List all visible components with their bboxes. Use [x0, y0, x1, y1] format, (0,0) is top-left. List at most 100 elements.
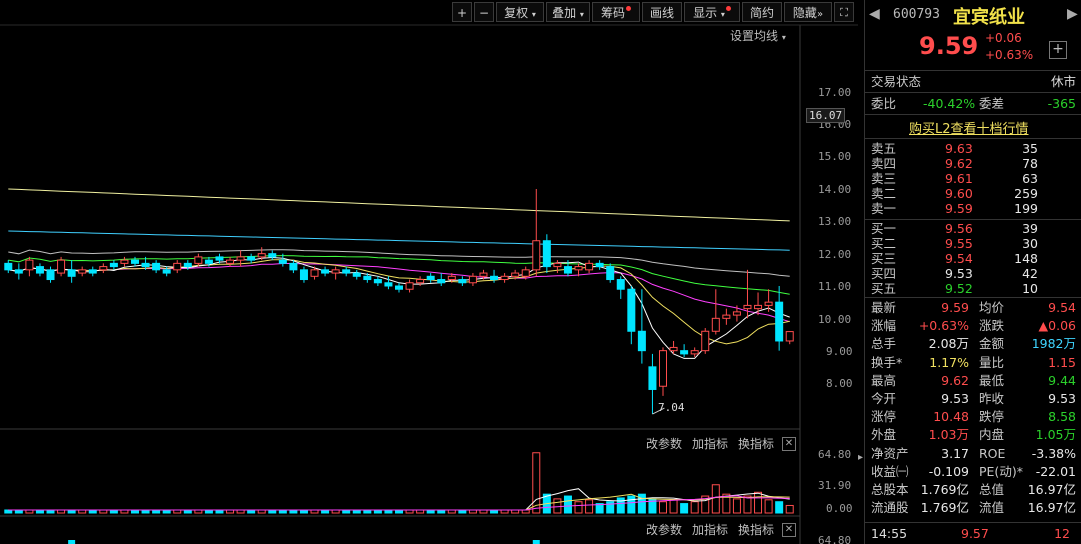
stat-label: 最高	[871, 372, 897, 388]
panel-collapse-handle[interactable]: ▸	[858, 452, 864, 463]
volume-bar-down	[775, 501, 784, 514]
candle-down	[131, 259, 139, 264]
candle-down	[542, 240, 551, 268]
order-price: 9.54	[945, 251, 973, 266]
order-volume: 39	[1022, 221, 1038, 236]
candle-down	[437, 279, 446, 284]
stat-label: 总股本	[871, 482, 909, 497]
fullscreen-icon[interactable]: ⛶	[834, 2, 854, 22]
stats-row: 换手* 1.17% 量比 1.15	[865, 354, 1081, 372]
divider	[865, 138, 1081, 139]
stats-row: 净资产 3.17 ROE -3.38%	[865, 445, 1081, 463]
tick-volume: 12	[1054, 526, 1070, 541]
stats-row: 涨幅 +0.63% 涨跌 ▲0.06	[865, 317, 1081, 335]
jianyue-button[interactable]: 简约	[742, 2, 782, 22]
stat-value: 2.08万	[928, 336, 969, 352]
sub2-switch-indicator-button[interactable]: 换指标	[738, 523, 775, 537]
buy-order-row: 买二 9.55 30	[865, 236, 1081, 251]
stat-value: 3.17	[941, 445, 969, 461]
volume-bar-up	[722, 493, 731, 514]
stat-label: 昨收	[979, 391, 1005, 406]
sub2-add-indicator-button[interactable]: 加指标	[692, 523, 729, 537]
candle-up	[585, 262, 594, 271]
candle-up	[659, 350, 667, 387]
weibi-row: 委比 -40.42% 委差 -365	[865, 95, 1081, 113]
stat-value: 9.53	[1048, 391, 1076, 406]
order-level-label: 买一	[871, 221, 897, 236]
caret-down-icon: ▾	[720, 10, 725, 19]
volume-bar-down	[680, 503, 689, 514]
fuquan-label: 复权	[504, 6, 529, 20]
sell-order-row: 卖二 9.60 259	[865, 186, 1081, 201]
trade-status-value: 休市	[1050, 74, 1076, 89]
stat-value: 10.48	[933, 409, 969, 425]
candle-down	[627, 288, 636, 332]
volume-bar-up	[701, 495, 710, 514]
add-watchlist-icon[interactable]: +	[1049, 41, 1067, 59]
stat-value: 1.769亿	[920, 500, 969, 516]
sub2-close-icon[interactable]: ✕	[782, 523, 796, 537]
zoom-out-button[interactable]: −	[474, 2, 494, 22]
huaxian-button[interactable]: 画线	[642, 2, 682, 22]
chouma-button[interactable]: 筹码	[592, 2, 640, 22]
order-level-label: 卖一	[871, 201, 897, 216]
tick-price: 9.57	[961, 526, 989, 541]
stat-label: 金额	[979, 336, 1005, 352]
candle-up	[711, 317, 720, 332]
zoom-in-button[interactable]: +	[452, 2, 472, 22]
prev-stock-icon[interactable]: ◀	[869, 6, 880, 22]
ma60-line	[8, 249, 790, 277]
candle-up	[521, 269, 530, 277]
l2-purchase-link[interactable]: 购买L2查看十档行情	[909, 122, 1029, 137]
stats-row: 最新 9.59 均价 9.54	[865, 299, 1081, 317]
kline-chart-area[interactable]: + − 复权 ▾ 叠加 ▾ 筹码 画线 显示 ▾ 简约 隐藏» ⛶ 设置均线 ▾…	[0, 0, 863, 544]
order-price: 9.60	[945, 186, 973, 201]
order-volume: 148	[1014, 251, 1038, 266]
stat-label: 总手	[871, 336, 897, 352]
weibi-value: -40.42%	[923, 96, 976, 111]
volume-bar-up	[553, 498, 562, 514]
volume-bar-up	[743, 495, 752, 514]
candle-up	[732, 311, 741, 316]
stat-label: 量比	[979, 354, 1005, 370]
fuquan-dropdown[interactable]: 复权 ▾	[496, 2, 544, 22]
stat-label: 涨跌	[979, 318, 1005, 334]
order-price: 9.61	[945, 171, 973, 186]
stat-label: 最新	[871, 300, 897, 315]
next-stock-icon[interactable]: ▶	[1067, 6, 1078, 22]
divider	[865, 522, 1081, 523]
stat-value: +0.63%	[918, 318, 969, 334]
volume-bar-up	[732, 498, 741, 514]
candle-up	[722, 314, 731, 319]
yincang-button[interactable]: 隐藏»	[784, 2, 832, 22]
stat-label: 涨停	[871, 409, 897, 425]
order-level-label: 买二	[871, 236, 897, 251]
candle-down	[215, 256, 224, 261]
xianshi-dropdown[interactable]: 显示 ▾	[684, 2, 740, 22]
ma-settings-dropdown[interactable]: 设置均线 ▾	[730, 27, 786, 44]
candle-down	[616, 279, 625, 290]
price-tick: 14.00	[818, 183, 852, 196]
candle-down	[141, 262, 150, 268]
stats-row: 总股本 1.769亿 总值 16.97亿	[865, 481, 1081, 499]
sub1-switch-indicator-button[interactable]: 换指标	[738, 437, 775, 451]
order-price: 9.62	[945, 156, 973, 171]
sub1-add-indicator-button[interactable]: 加指标	[692, 437, 729, 451]
stat-value: 9.59	[941, 300, 969, 315]
kline-chart[interactable]	[0, 0, 858, 544]
price-tick: 8.00	[826, 377, 853, 390]
volume-bar-up	[669, 499, 678, 514]
stat-value: -0.109	[928, 463, 969, 479]
sub1-params-button[interactable]: 改参数	[646, 437, 683, 451]
candle-down	[373, 279, 382, 284]
candle-up	[468, 275, 477, 284]
volume-bar-up	[711, 484, 720, 514]
candle-down	[46, 269, 55, 281]
sub1-close-icon[interactable]: ✕	[782, 437, 796, 451]
diejia-dropdown[interactable]: 叠加 ▾	[546, 2, 590, 22]
sub2-params-button[interactable]: 改参数	[646, 523, 683, 537]
volume-ma-line	[8, 495, 790, 511]
volume-bar-up	[574, 501, 583, 514]
candle-down	[268, 253, 277, 258]
stat-value: 1.769亿	[920, 482, 969, 497]
